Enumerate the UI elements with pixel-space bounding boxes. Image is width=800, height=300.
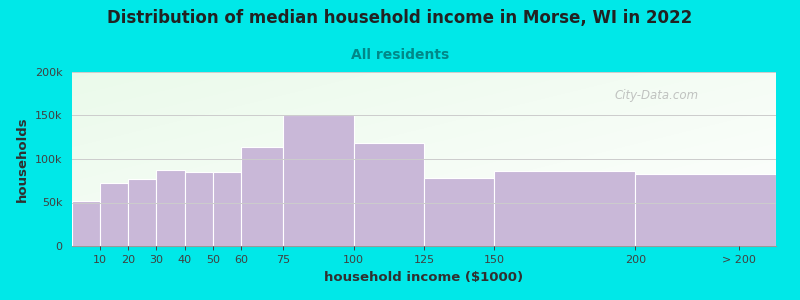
Text: Distribution of median household income in Morse, WI in 2022: Distribution of median household income … — [107, 9, 693, 27]
Bar — [157, 170, 185, 246]
Bar — [283, 115, 354, 246]
Bar — [494, 171, 635, 246]
Text: City-Data.com: City-Data.com — [614, 89, 698, 102]
Bar — [100, 183, 128, 246]
Bar — [185, 172, 213, 246]
Y-axis label: households: households — [16, 116, 29, 202]
Bar — [635, 174, 776, 246]
Bar — [424, 178, 494, 246]
Bar — [213, 172, 241, 246]
Text: All residents: All residents — [351, 48, 449, 62]
Bar — [241, 147, 283, 246]
Bar — [72, 201, 100, 246]
Bar — [128, 179, 157, 246]
Bar — [354, 143, 424, 246]
X-axis label: household income ($1000): household income ($1000) — [325, 271, 523, 284]
